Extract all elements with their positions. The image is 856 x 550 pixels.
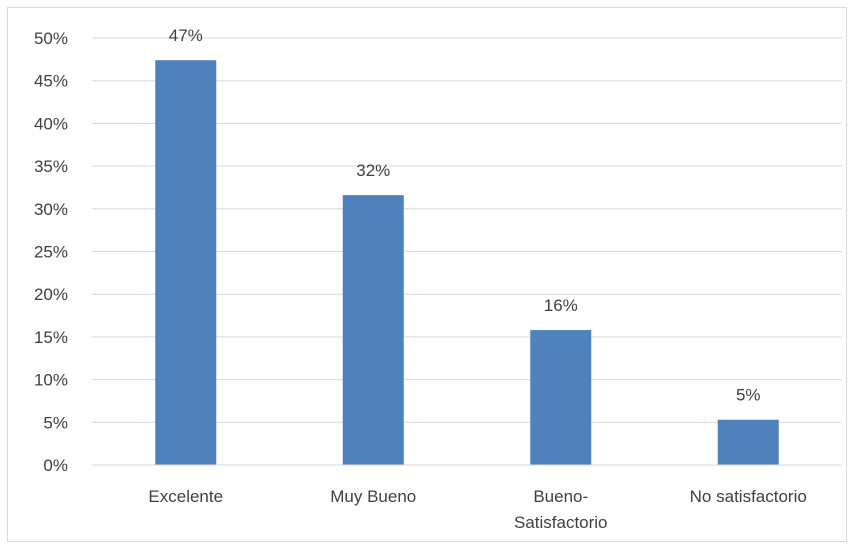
data-label: 16% bbox=[544, 296, 578, 315]
data-label: 5% bbox=[736, 386, 761, 405]
x-tick-label: No satisfactorio bbox=[690, 487, 807, 506]
chart-frame bbox=[7, 7, 847, 542]
bar bbox=[717, 419, 779, 465]
y-tick-label: 15% bbox=[34, 328, 68, 347]
bars: 47% 32% 16% 5% bbox=[155, 26, 779, 466]
y-axis: 0% 5% 10% 15% 20% 25% 30% 35% 40% 45% 50% bbox=[34, 29, 68, 475]
x-tick-label: Bueno- bbox=[533, 487, 588, 506]
bar bbox=[342, 195, 404, 466]
y-tick-label: 30% bbox=[34, 200, 68, 219]
x-tick-label: Satisfactorio bbox=[514, 513, 608, 532]
bar bbox=[530, 330, 592, 465]
y-tick-label: 10% bbox=[34, 371, 68, 390]
y-tick-label: 35% bbox=[34, 157, 68, 176]
y-tick-label: 40% bbox=[34, 114, 68, 133]
y-tick-label: 0% bbox=[43, 456, 68, 475]
data-label: 32% bbox=[356, 161, 390, 180]
gridlines bbox=[92, 37, 842, 423]
y-tick-label: 45% bbox=[34, 72, 68, 91]
x-axis: Excelente Muy Bueno Bueno- Satisfactorio No … bbox=[92, 464, 842, 532]
data-label: 47% bbox=[169, 26, 203, 45]
y-tick-label: 25% bbox=[34, 243, 68, 262]
x-tick-label: Excelente bbox=[148, 487, 223, 506]
y-tick-label: 20% bbox=[34, 285, 68, 304]
bar bbox=[155, 60, 217, 465]
x-tick-label: Muy Bueno bbox=[330, 487, 416, 506]
y-tick-label: 50% bbox=[34, 29, 68, 48]
y-tick-label: 5% bbox=[43, 413, 68, 432]
